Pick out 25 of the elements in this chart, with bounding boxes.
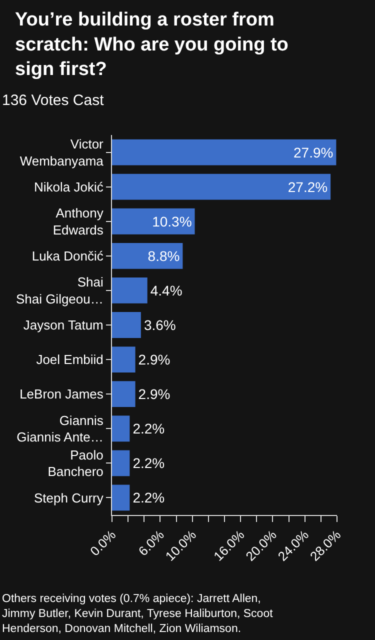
data-label: 2.2% (132, 420, 165, 437)
y-tick-label: Joel Embiid (36, 352, 104, 368)
y-tick-label: Victor Wembanyama (20, 136, 104, 168)
text: Others receiving votes (0.7% apiece): Jarrett Allen, Jimmy Butler, Kevin Durant, Tyrese Haliburton, Scoot Henderson, Donovan Mitchell, Zion Wiliamson. (2, 593, 274, 635)
data-label: 3.6% (144, 317, 176, 333)
data-label: 27.9% (293, 144, 334, 160)
y-tick-label: Anthony Edwards (52, 205, 104, 238)
y-tick-label: Giannis Giannis Ante… (16, 412, 104, 445)
y-tick-label: Paolo Banchero (48, 447, 104, 480)
data-label: 2.9% (138, 386, 170, 402)
y-tick-label: Jayson Tatum (23, 318, 104, 333)
y-tick-label: LeBron James (20, 386, 104, 402)
data-label: 2.2% (132, 490, 165, 506)
y-tick-label: Steph Curry (34, 490, 104, 506)
chart-title: You’re building a roster from scratch: Who are you going to sign first? (15, 10, 288, 80)
data-label: 27.2% (288, 178, 328, 195)
y-tick-label: Nikola Jokić (34, 179, 104, 194)
data-label: 10.3% (152, 213, 192, 230)
data-label: 4.4% (150, 282, 182, 298)
chart-subtitle: 136 Votes Cast (2, 92, 105, 109)
data-label: 2.9% (138, 352, 170, 368)
data-label: 2.2% (132, 455, 165, 472)
y-tick-label: Luka Dončić (32, 248, 104, 264)
y-tick-label: Shai Shai Gilgeou… (16, 274, 104, 306)
data-label: 8.8% (148, 248, 180, 264)
